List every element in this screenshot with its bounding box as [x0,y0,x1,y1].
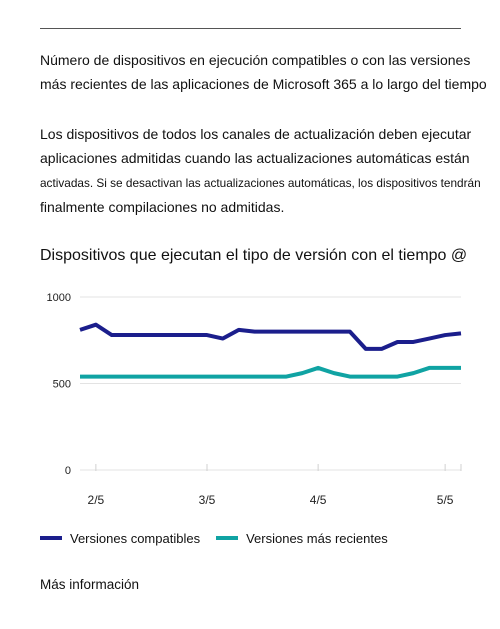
y-tick-label: 1000 [47,292,71,304]
info-text: Los dispositivos de todos los canales de… [40,122,490,219]
x-tick-label: 3/5 [199,493,216,507]
legend-item-2: Versiones más recientes [216,531,388,546]
series-line-1 [79,322,462,351]
legend-swatch [216,536,239,540]
chart-legend: Versiones compatibles Versiones más recie… [40,528,404,548]
chart-title: Dispositivos que ejecutan el tipo de ver… [40,247,468,264]
legend-label: Versiones más recientes [246,530,388,546]
x-tick-label: 2/5 [88,493,105,507]
y-tick-label: 500 [53,379,71,391]
x-tick-label: 4/5 [310,493,327,507]
legend-item-1: Versiones compatibles [40,531,200,546]
series-line-2 [80,365,461,379]
description-text: Número de dispositivos en ejecución comp… [40,52,487,92]
info-text-part3: finalmente compilaciones no admitidas. [40,199,285,215]
info-text-part1: Los dispositivos de todos los canales de… [40,126,472,166]
info-text-part2: activadas. Si se desactivan las actualiz… [40,176,481,190]
top-divider [40,28,461,29]
more-info-link[interactable]: Más información [40,577,140,592]
legend-swatch [40,536,62,540]
legend-label: Versiones compatibles [70,530,201,546]
x-tick-label: 5/5 [437,493,454,507]
y-tick-label: 0 [65,465,71,477]
line-chart: 0 500 1000 2/5 3/5 4/5 5/5 [47,292,462,507]
